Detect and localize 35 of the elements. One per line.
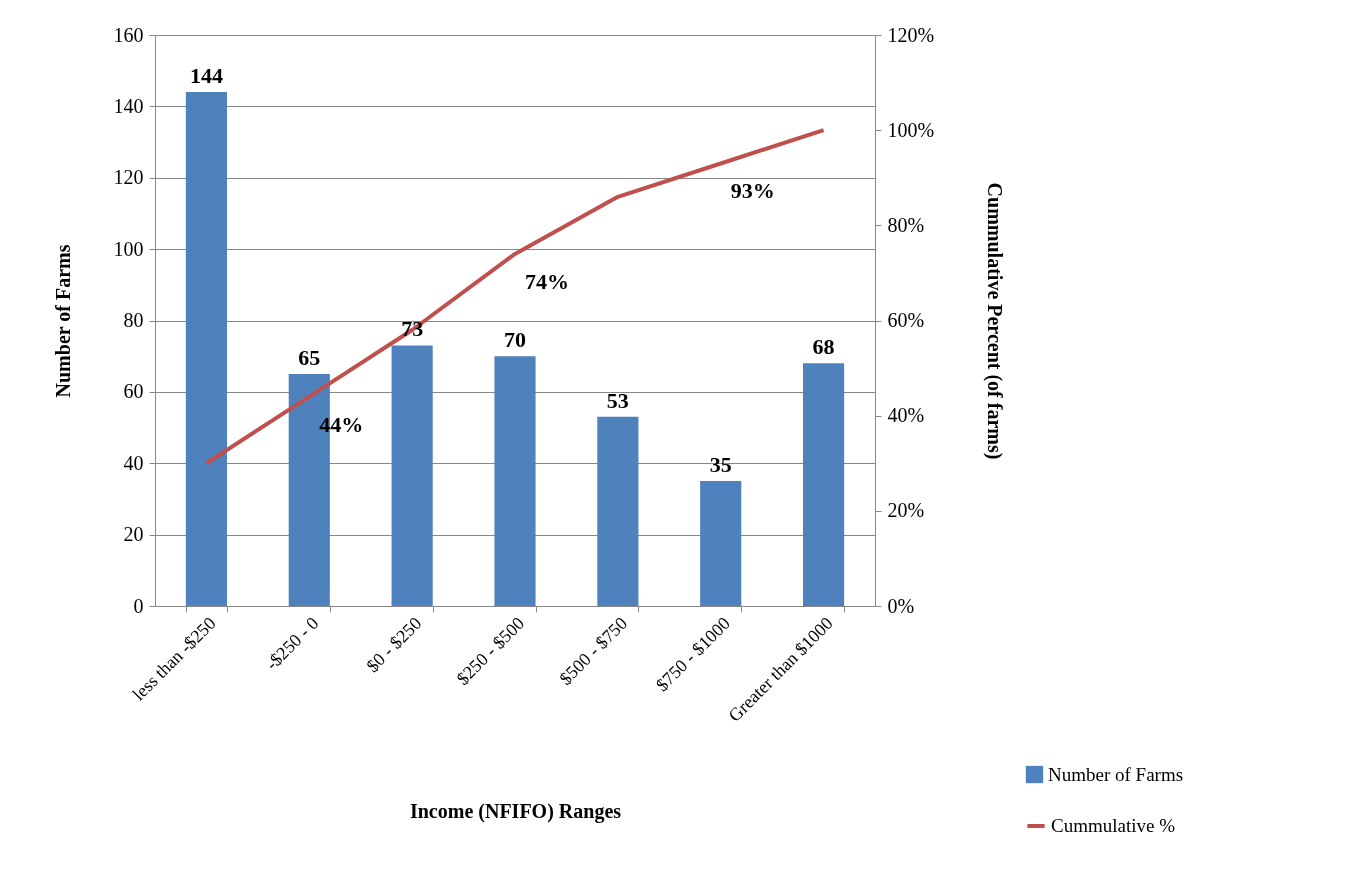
legend-label: Number of Farms [1048,763,1184,785]
y-axis-title: Number of Farms [51,244,74,398]
bar [803,363,845,606]
y2-tick-label: 60% [887,309,925,331]
y-tick-label: 160 [113,23,144,46]
y-tick-label: 0 [133,594,144,617]
bar [391,345,433,606]
y2-tick-label: 120% [887,23,935,46]
data-label: 74% [525,268,569,294]
y-tick-label: 20 [123,523,144,546]
y-tick-label: 100 [113,237,144,260]
bar [597,416,639,606]
y2-tick-label: 40% [887,404,925,427]
data-label: 70 [504,327,526,353]
y2-axis-title: Cummulative Percent (of farms) [983,182,1007,460]
x-axis-title: Income (NFIFO) Ranges [409,799,622,823]
bar [494,356,536,606]
y-tick-label: 140 [113,94,144,117]
y-tick-label: 60 [123,380,144,403]
bar [185,92,227,606]
data-label: 35 [709,452,732,478]
data-label: 144 [189,63,223,89]
y-tick-label: 40 [123,451,144,474]
y2-tick-label: 20% [887,499,925,522]
data-label: 65 [298,345,321,371]
data-label: 93% [730,178,775,204]
legend-label: Cummulative % [1051,815,1176,836]
y-tick-label: 120 [113,166,144,189]
y2-tick-label: 80% [887,213,925,236]
data-label: 68 [812,334,835,360]
y-tick-label: 80 [123,309,144,331]
data-label: 53 [606,387,629,413]
y2-tick-label: 100% [887,118,935,141]
y2-tick-label: 0% [887,594,915,617]
bar [700,481,742,606]
